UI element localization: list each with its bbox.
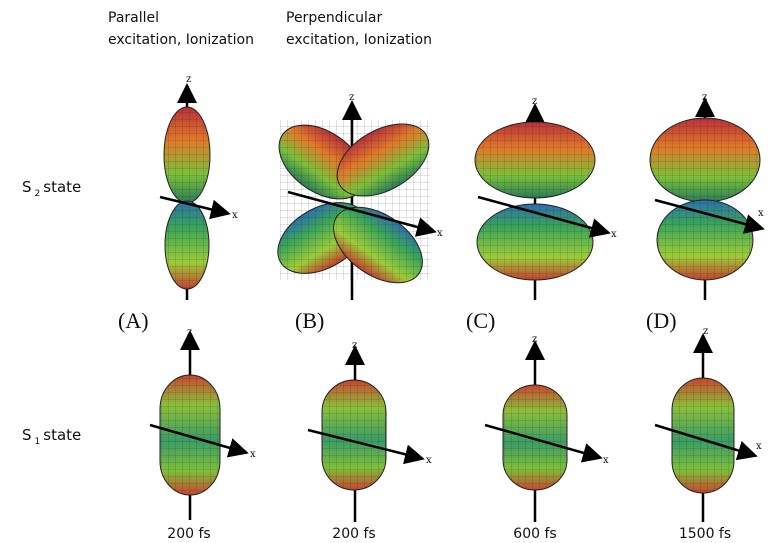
column-header: Perpendicular bbox=[286, 10, 383, 26]
column-header: excitation, Ionization bbox=[108, 32, 254, 48]
z-label: z bbox=[532, 334, 537, 345]
plot: z x bbox=[149, 327, 256, 520]
z-label: z bbox=[352, 340, 357, 351]
lobe bbox=[649, 117, 761, 203]
row-subscript: 2 bbox=[35, 189, 41, 199]
x-label: x bbox=[758, 208, 764, 219]
row-symbol: S bbox=[22, 178, 32, 196]
column-header: excitation, Ionization bbox=[286, 32, 432, 48]
x-axis bbox=[654, 423, 758, 461]
row-suffix: state bbox=[43, 426, 81, 444]
capsule bbox=[159, 374, 221, 496]
time-label: 1500 fs bbox=[679, 526, 731, 542]
plot: z x bbox=[484, 334, 609, 522]
plot: z x bbox=[654, 326, 762, 522]
z-label: z bbox=[703, 326, 708, 337]
panel-label: (A) bbox=[118, 308, 149, 333]
x-axis bbox=[484, 423, 603, 463]
z-label: z bbox=[349, 92, 354, 103]
x-label: x bbox=[611, 229, 617, 240]
x-axis bbox=[477, 195, 611, 238]
plot: z x bbox=[277, 92, 443, 300]
row-label: S 2 state bbox=[22, 178, 81, 199]
time-label: 200 fs bbox=[167, 526, 210, 542]
x-label: x bbox=[756, 441, 762, 452]
x-axis bbox=[287, 190, 437, 237]
z-label: z bbox=[702, 92, 707, 103]
panel-label: (B) bbox=[295, 308, 324, 333]
z-label: z bbox=[532, 96, 537, 107]
x-label: x bbox=[603, 455, 609, 466]
plot: z x bbox=[307, 340, 432, 522]
panel-label: (D) bbox=[646, 308, 677, 333]
x-axis bbox=[654, 198, 765, 234]
lobe bbox=[476, 203, 594, 281]
plot: z x bbox=[474, 96, 617, 300]
panel-label: (C) bbox=[466, 308, 495, 333]
time-label: 600 fs bbox=[513, 526, 556, 542]
x-label: x bbox=[426, 455, 432, 466]
x-label: x bbox=[437, 228, 443, 239]
time-label: 200 fs bbox=[332, 526, 375, 542]
x-axis bbox=[149, 423, 249, 458]
z-label: z bbox=[186, 74, 191, 85]
row-suffix: state bbox=[43, 178, 81, 196]
x-label: x bbox=[232, 210, 238, 221]
lobe bbox=[163, 106, 211, 204]
lobe bbox=[656, 199, 754, 281]
row-symbol: S bbox=[22, 426, 32, 444]
x-axis bbox=[159, 195, 231, 220]
capsule bbox=[502, 384, 568, 491]
z-label: z bbox=[187, 327, 192, 338]
lobe bbox=[164, 200, 210, 290]
x-axis bbox=[307, 428, 425, 465]
lobe bbox=[474, 121, 596, 199]
capsule bbox=[671, 377, 735, 494]
row-subscript: 1 bbox=[35, 437, 41, 447]
plot: z x bbox=[649, 92, 765, 300]
plot: z x bbox=[159, 74, 238, 300]
x-label: x bbox=[250, 449, 256, 460]
column-header: Parallel bbox=[108, 10, 159, 26]
row-label: S 1 state bbox=[22, 426, 81, 447]
